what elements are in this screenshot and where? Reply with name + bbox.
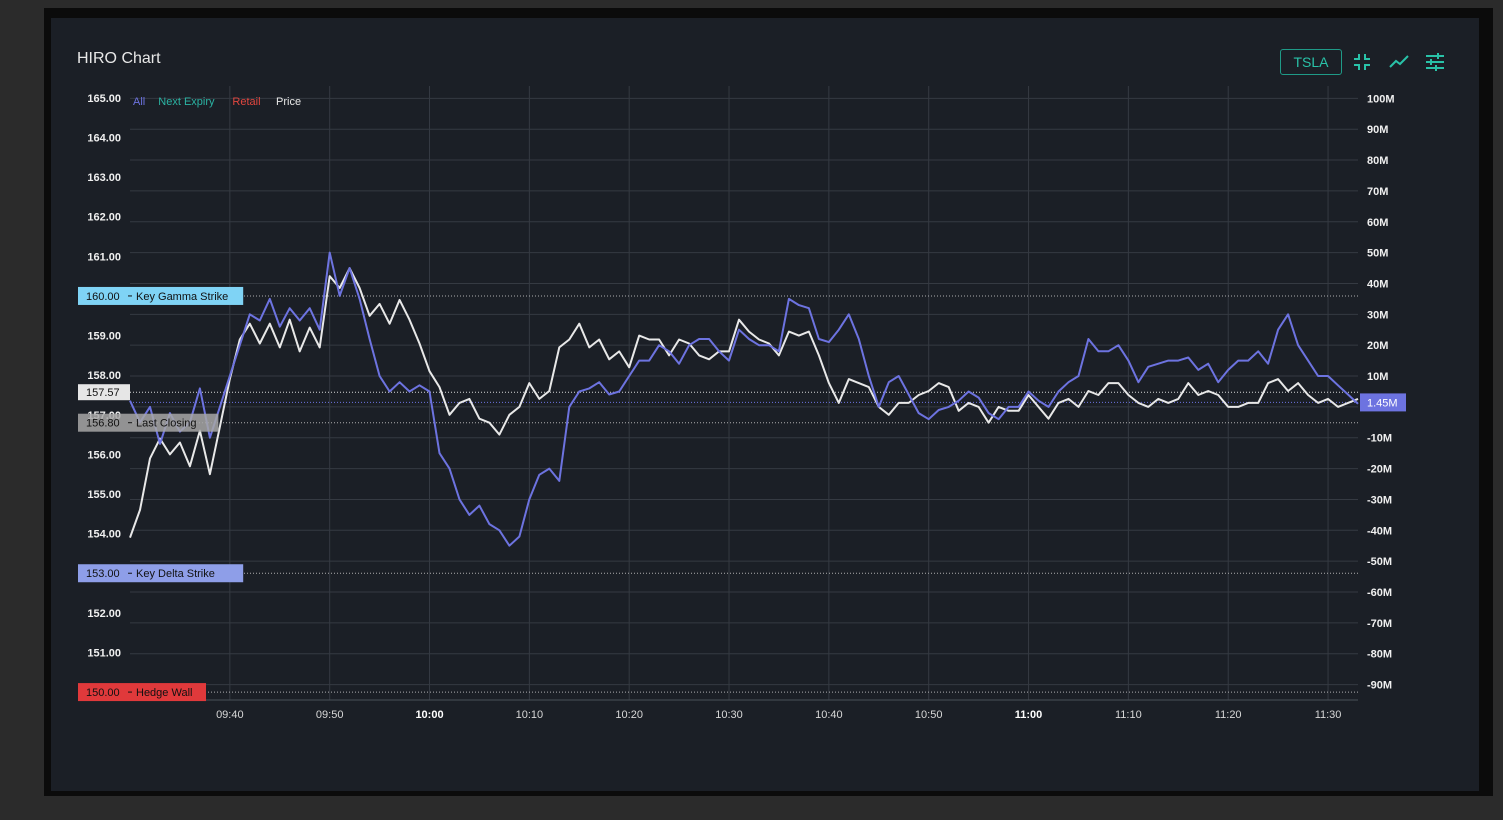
right-axis-tick-label: -50M <box>1367 556 1392 568</box>
x-tick-label: 11:20 <box>1215 709 1242 721</box>
chart-legend: All Next Expiry Retail Price <box>133 96 301 108</box>
x-tick-label: 10:30 <box>715 709 743 721</box>
right-axis-tick-label: 70M <box>1367 186 1388 198</box>
x-tick-label: 11:10 <box>1115 709 1142 721</box>
x-tick-label: 11:30 <box>1315 709 1342 721</box>
settings-sliders-icon[interactable] <box>1423 50 1447 74</box>
x-tick-label: 10:00 <box>415 709 443 721</box>
x-tick-label: 09:40 <box>216 709 244 721</box>
left-axis-tick-label: 164.00 <box>87 132 121 144</box>
legend-entry: Next Expiry <box>158 96 215 108</box>
level-tag-value: 160.00 <box>86 291 120 303</box>
chart-panel <box>51 18 1479 791</box>
left-axis-tick-label: 151.00 <box>87 647 121 659</box>
left-axis-tick-label: 162.00 <box>87 212 121 224</box>
level-tag <box>78 413 219 432</box>
right-axis-tick-label: -60M <box>1367 587 1392 599</box>
x-tick-label: 10:20 <box>615 709 643 721</box>
right-axis-tick-label: 20M <box>1367 340 1388 352</box>
legend-entry: Retail <box>232 96 260 108</box>
right-axis-tick-label: -20M <box>1367 464 1392 476</box>
left-axis-tick-label: 159.00 <box>87 331 121 343</box>
x-tick-label: 10:10 <box>516 709 544 721</box>
right-axis-tick-label: -70M <box>1367 618 1392 630</box>
series-line-price <box>129 267 1359 538</box>
collapse-icon[interactable] <box>1350 50 1374 74</box>
right-axis-tick-label: -40M <box>1367 525 1392 537</box>
level-tag <box>78 683 206 702</box>
right-axis-tick-label: 30M <box>1367 309 1388 321</box>
level-tag-value: 150.00 <box>86 687 120 699</box>
x-tick-label: 10:40 <box>815 709 843 721</box>
current-price-tag-value: 157.57 <box>86 387 120 399</box>
level-tag-value: 156.80 <box>86 418 120 430</box>
level-tag-label: Key Delta Strike <box>136 568 215 580</box>
level-tag-label: Hedge Wall <box>136 687 192 699</box>
current-all-tag <box>1360 393 1406 412</box>
right-axis-tick-label: -90M <box>1367 680 1392 692</box>
x-tick-label: 11:00 <box>1015 709 1043 721</box>
x-tick-label: 10:50 <box>915 709 943 721</box>
left-axis-tick-label: 161.00 <box>87 251 121 263</box>
legend-entry: Price <box>276 96 301 108</box>
level-lines <box>130 295 1358 693</box>
page-title: HIRO Chart <box>77 50 161 67</box>
left-axis-tick-label: 165.00 <box>87 93 121 105</box>
left-axis-tick-label: 155.00 <box>87 489 121 501</box>
right-axis-tick-label: 40M <box>1367 278 1388 290</box>
series-lines <box>129 251 1359 547</box>
right-axis-tick-label: 60M <box>1367 217 1388 229</box>
line-chart-icon[interactable] <box>1387 50 1411 74</box>
ticker-button[interactable]: TSLA <box>1280 49 1342 75</box>
right-axis-tick-label: -80M <box>1367 649 1392 661</box>
right-axis-tick-label: -30M <box>1367 494 1392 506</box>
right-axis-tick-label: 80M <box>1367 155 1388 167</box>
right-axis-tick-label: 10M <box>1367 371 1388 383</box>
current-all-tag-value: 1.45M <box>1367 397 1398 409</box>
x-tick-label: 09:50 <box>316 709 344 721</box>
left-axis-tick-label: 154.00 <box>87 529 121 541</box>
left-axis-tick-label: 156.00 <box>87 449 121 461</box>
level-tag-label: Last Closing <box>136 418 197 430</box>
right-axis-tick-label: 50M <box>1367 248 1388 260</box>
level-tag <box>78 286 244 305</box>
level-tag-value: 153.00 <box>86 568 120 580</box>
level-tag-label: Key Gamma Strike <box>136 291 228 303</box>
right-axis-tick-label: 90M <box>1367 124 1388 136</box>
current-price-tag <box>78 384 130 401</box>
left-axis-tick-label: 163.00 <box>87 172 121 184</box>
level-tag <box>78 564 244 583</box>
chart-grid <box>130 86 1358 701</box>
left-axis-tick-label: 152.00 <box>87 608 121 620</box>
series-line-all <box>129 251 1359 547</box>
right-axis-tick-label: -10M <box>1367 433 1392 445</box>
legend-entry: All <box>133 96 145 108</box>
left-axis-tick-label: 158.00 <box>87 370 121 382</box>
right-axis-tick-label: 100M <box>1367 93 1395 105</box>
level-tags: 160.00 Key Gamma Strike 153.00 Key Delta St… <box>78 286 1406 702</box>
